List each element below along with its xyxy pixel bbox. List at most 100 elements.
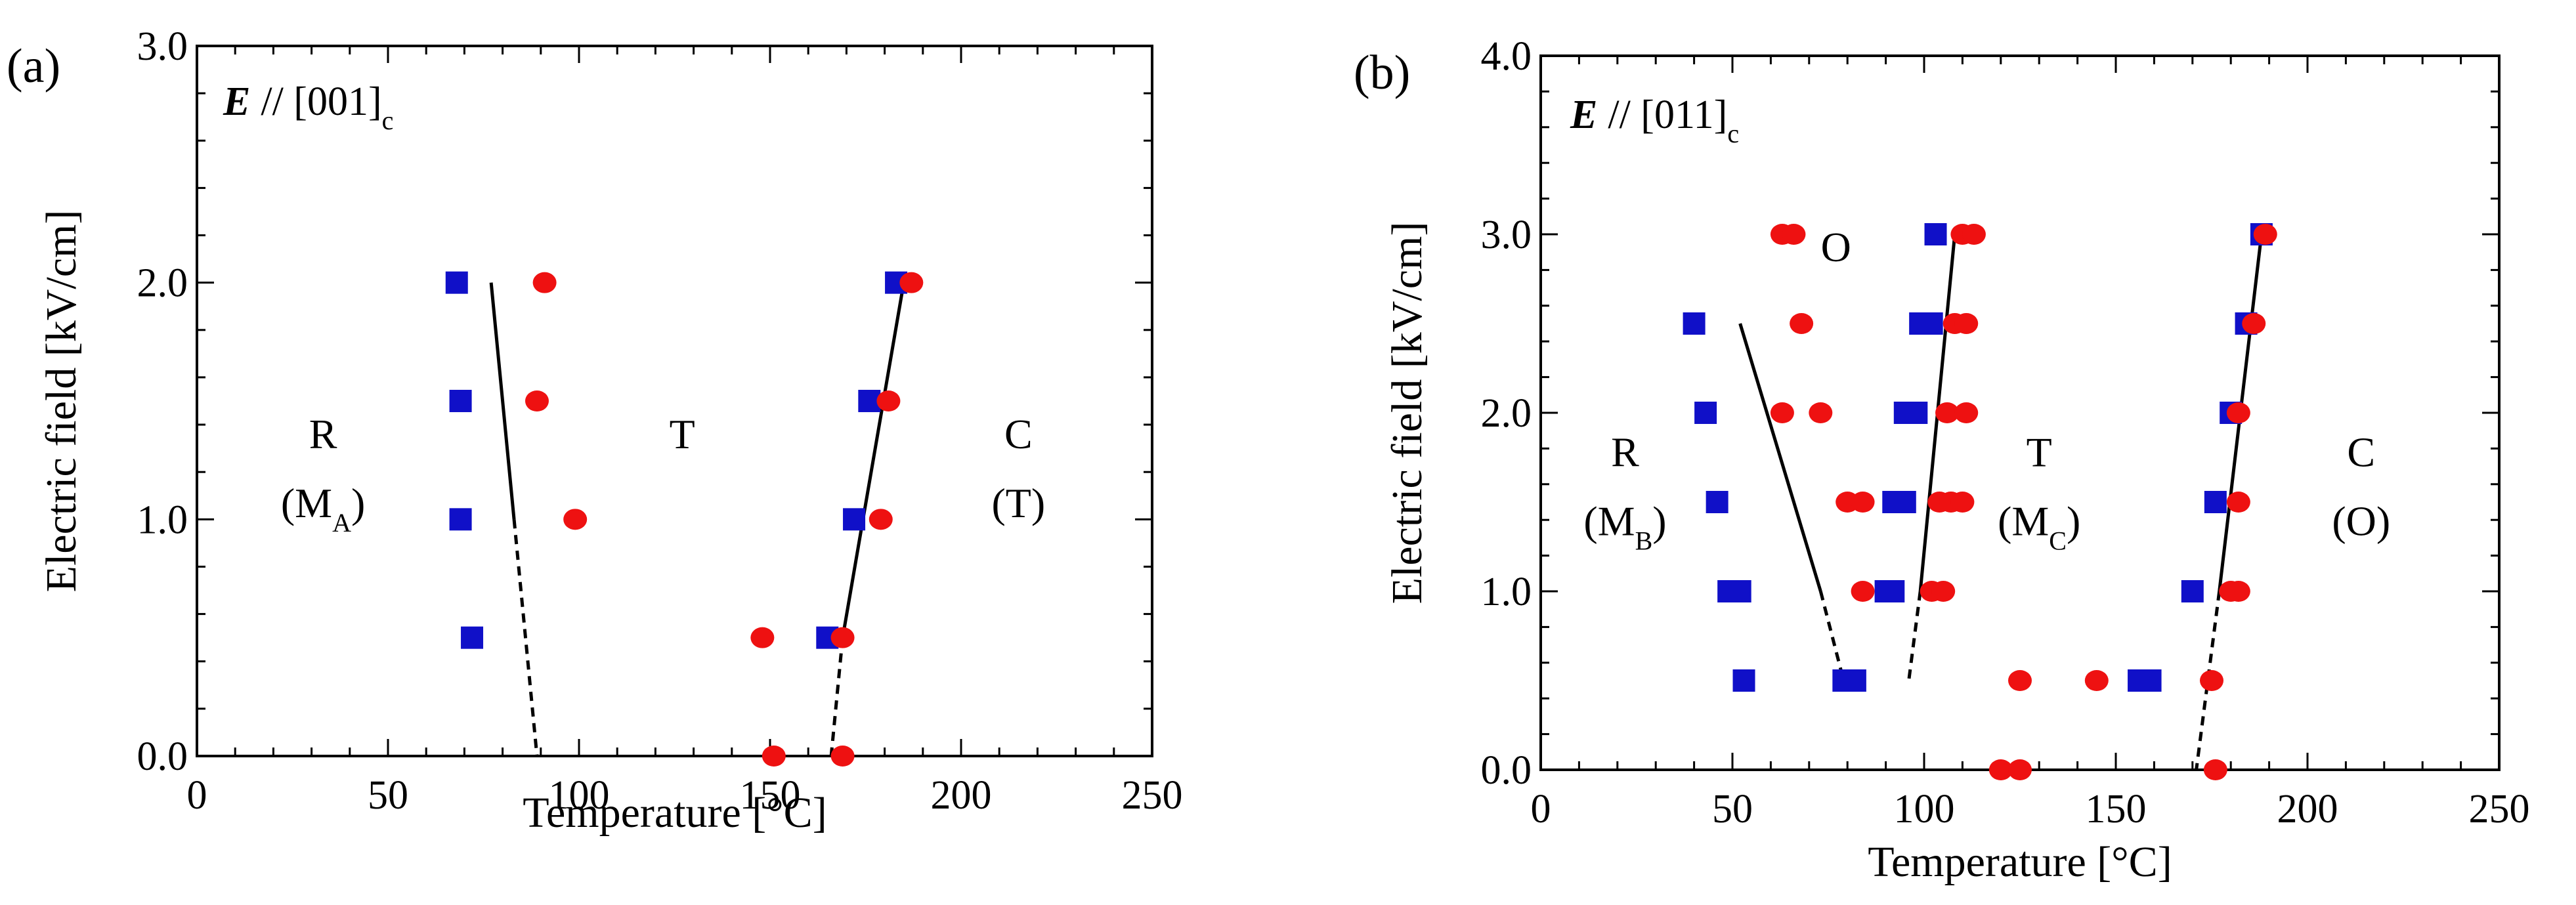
- y-tick-label: 3.0: [137, 24, 188, 69]
- data-point-circle: [2008, 759, 2032, 780]
- region-sublabel-a-c: (T): [991, 480, 1045, 526]
- data-point-circle: [750, 627, 775, 648]
- panel-a-region-labels: R (MA) T C (T): [281, 411, 1045, 537]
- data-point-circle: [1950, 492, 1975, 513]
- panel-a-field-direction: E// [001]c: [223, 79, 393, 135]
- y-tick-label: 0.0: [137, 734, 188, 779]
- data-point-square: [1683, 312, 1706, 335]
- data-point-square: [449, 508, 472, 531]
- panel-b-y-axis-title: Electric field [kV/cm]: [1383, 222, 1431, 604]
- data-point-circle: [876, 390, 901, 411]
- phase-boundary-dashed: [1907, 591, 1922, 681]
- y-tick-label: 1.0: [137, 497, 188, 542]
- phase-boundary-dashed: [1818, 591, 1845, 681]
- data-point-circle: [1931, 581, 1956, 602]
- x-tick-label: 100: [1894, 787, 1955, 831]
- panel-b-chart: (b) E// [011]c Temperature [°C] Electric…: [1354, 34, 2530, 886]
- x-tick-label: 50: [1712, 787, 1753, 831]
- y-tick-label: 2.0: [137, 261, 188, 306]
- data-point-circle: [2226, 581, 2250, 602]
- panel-a-chart: (a) E// [001]c Temperature [°C] Electric…: [7, 24, 1183, 837]
- panel-a-plot-frame: [196, 45, 1153, 757]
- region-sublabel-a-r: (MA): [281, 480, 365, 537]
- data-point-square: [1905, 402, 1928, 424]
- data-point-square: [843, 508, 866, 531]
- panel-a-label: (a): [7, 39, 60, 93]
- x-tick-label: 0: [1531, 787, 1551, 831]
- phase-boundary-solid: [489, 282, 516, 520]
- data-point-circle: [525, 390, 549, 411]
- phase-boundary-dashed: [829, 637, 845, 757]
- panel-b-plot-frame: [1539, 54, 2501, 771]
- data-point-square: [2181, 580, 2204, 602]
- region-label-a-c: C: [1004, 411, 1033, 457]
- data-point-circle: [1782, 224, 1806, 245]
- data-point-square: [445, 271, 468, 294]
- data-point-circle: [1790, 313, 1814, 334]
- data-point-circle: [563, 509, 588, 530]
- phase-boundary-solid: [1738, 323, 1822, 592]
- panel-a-y-axis-title: Electric field [kV/cm]: [37, 210, 85, 593]
- region-sublabel-b-c: (O): [2332, 498, 2390, 545]
- x-tick-label: 0: [187, 773, 207, 818]
- x-tick-label: 150: [2086, 787, 2147, 831]
- data-point-circle: [2242, 313, 2266, 334]
- data-point-square: [1920, 312, 1943, 335]
- data-point-circle: [830, 746, 855, 767]
- data-point-square: [1706, 491, 1728, 513]
- x-tick-label: 100: [549, 773, 610, 818]
- data-point-circle: [2008, 670, 2032, 691]
- region-label-a-t: T: [670, 411, 695, 457]
- y-tick-label: 1.0: [1481, 570, 1532, 614]
- data-point-square: [461, 626, 484, 649]
- data-point-circle: [1809, 402, 1833, 423]
- region-label-b-c: C: [2347, 429, 2375, 476]
- panel-a-ticks: 0 50 100 150 200 250 0.0 1.0 2.0 3.0: [137, 24, 1183, 818]
- data-point-square: [2204, 491, 2227, 513]
- region-label-b-t: T: [2027, 429, 2052, 476]
- data-point-circle: [2200, 670, 2223, 691]
- x-tick-label: 250: [1122, 773, 1183, 818]
- y-tick-label: 2.0: [1481, 391, 1532, 436]
- data-point-square: [1728, 580, 1751, 602]
- data-point-square: [1893, 491, 1916, 513]
- panel-a-boundaries: [489, 282, 906, 757]
- data-point-circle: [1770, 402, 1794, 423]
- data-point-circle: [532, 272, 557, 293]
- region-sublabel-b-r: (MB): [1583, 498, 1666, 556]
- data-point-circle: [899, 272, 924, 293]
- data-point-circle: [2253, 224, 2277, 245]
- y-tick-label: 3.0: [1481, 213, 1532, 257]
- x-tick-label: 200: [931, 773, 992, 818]
- data-point-circle: [2226, 402, 2250, 423]
- data-point-square: [1732, 669, 1755, 692]
- y-tick-label: 0.0: [1481, 748, 1532, 793]
- region-label-b-r: R: [1611, 429, 1639, 476]
- x-tick-label: 200: [2277, 787, 2338, 831]
- panel-b-field-direction: E// [011]c: [1570, 93, 1739, 148]
- data-point-circle: [869, 509, 893, 530]
- data-point-circle: [830, 627, 855, 648]
- panel-b-points: [1683, 223, 2277, 780]
- data-point-circle: [2203, 759, 2227, 780]
- data-point-circle: [1988, 759, 2013, 780]
- x-tick-label: 250: [2469, 787, 2530, 831]
- data-point-square: [1924, 223, 1947, 245]
- panel-b-region-labels: O R (MB) T (MC) C (O): [1583, 224, 2390, 556]
- y-tick-label: 4.0: [1481, 34, 1532, 79]
- panel-a-x-axis-title: Temperature [°C]: [523, 789, 826, 837]
- data-point-circle: [762, 746, 786, 767]
- data-point-circle: [1954, 402, 1979, 423]
- region-label-a-r: R: [309, 411, 337, 457]
- data-point-circle: [2226, 492, 2250, 513]
- data-point-circle: [1851, 492, 1875, 513]
- region-label-b-o: O: [1821, 224, 1851, 270]
- data-point-circle: [2084, 670, 2109, 691]
- data-point-square: [1694, 402, 1717, 424]
- phase-boundary-dashed: [2195, 591, 2222, 770]
- panel-a-points: [445, 271, 924, 767]
- data-point-circle: [1954, 313, 1979, 334]
- data-point-square: [2139, 669, 2162, 692]
- data-point-circle: [1851, 581, 1875, 602]
